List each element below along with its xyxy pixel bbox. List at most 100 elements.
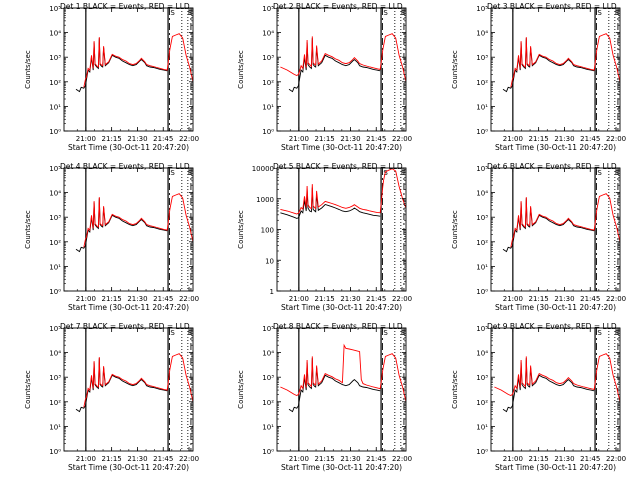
y-axis-label: Counts/sec [451, 50, 459, 89]
x-tick-label: 21:30 [127, 135, 147, 143]
end-marker: E [401, 329, 405, 337]
chart-panel-2: S E 10⁰ 10¹ 10² 10³ 10⁴ 10⁵ 21:00 21:15 21:30 21:45… [237, 2, 412, 152]
x-axis-label: Start Time (30-Oct-11 20:47:20) [495, 143, 616, 152]
chart-panel-9: S E 10⁰ 10¹ 10² 10³ 10⁴ 10⁵ 21:00 21:15 21:30 21:45… [451, 322, 626, 472]
y-tick-label: 10⁴ [262, 350, 274, 358]
end-marker: E [188, 9, 192, 17]
series-line-events [288, 38, 381, 93]
x-tick-label: 21:45 [366, 455, 386, 463]
x-axis-label: Start Time (30-Oct-11 20:47:20) [495, 303, 616, 312]
y-tick-label: 10¹ [262, 103, 274, 111]
chart-title: Det 1 BLACK = Events, RED = LLD [60, 2, 190, 11]
chart-title: Det 2 BLACK = Events, RED = LLD [273, 2, 403, 11]
y-tick-label: 10⁵ [49, 5, 61, 13]
y-tick-label: 10⁰ [49, 448, 61, 456]
x-tick-label: 21:00 [503, 455, 523, 463]
y-tick-label: 10² [49, 79, 61, 87]
end-marker: E [615, 329, 619, 337]
x-tick-label: 21:15 [102, 295, 122, 303]
y-tick-label: 10⁴ [476, 30, 488, 38]
series-line-events [280, 187, 381, 219]
y-tick-label: 10⁰ [262, 128, 274, 136]
chart-title: Det 6 BLACK = Events, RED = LLD [487, 162, 617, 171]
x-tick-label: 21:45 [153, 295, 173, 303]
x-tick-label: 21:15 [529, 295, 549, 303]
y-tick-label: 10⁵ [49, 165, 61, 173]
x-tick-label: 21:15 [315, 135, 335, 143]
y-tick-label: 10⁵ [49, 325, 61, 333]
x-tick-label: 21:30 [554, 455, 574, 463]
start-marker: S [383, 329, 388, 337]
y-axis-label: Counts/sec [451, 370, 459, 409]
y-tick-label: 10⁰ [49, 128, 61, 136]
series-line-lld [83, 353, 193, 408]
plot-frame [63, 167, 194, 292]
y-tick-label: 10 [265, 257, 274, 265]
x-axis-label: Start Time (30-Oct-11 20:47:20) [68, 303, 189, 312]
y-tick-label: 10² [262, 79, 274, 87]
y-tick-label: 10⁰ [476, 448, 488, 456]
x-tick-label: 21:00 [503, 295, 523, 303]
series-line-lld [280, 33, 406, 82]
chart-title: Det 5 BLACK = Events, RED = LLD [273, 162, 403, 171]
y-tick-label: 10¹ [262, 423, 274, 431]
x-tick-label: 21:00 [503, 135, 523, 143]
series-line-lld [280, 168, 406, 215]
y-tick-label: 10⁴ [49, 30, 61, 38]
y-tick-label: 10² [476, 399, 488, 407]
end-marker: E [615, 169, 619, 177]
y-tick-label: 10¹ [476, 103, 488, 111]
y-tick-label: 10³ [49, 214, 61, 222]
plot-frame [276, 327, 407, 452]
x-tick-label: 22:00 [179, 135, 199, 143]
x-axis-label: Start Time (30-Oct-11 20:47:20) [68, 463, 189, 472]
plot-frame [63, 7, 194, 132]
x-tick-label: 21:15 [315, 455, 335, 463]
series-line-events [75, 198, 168, 253]
x-tick-label: 21:00 [76, 135, 96, 143]
x-axis-label: Start Time (30-Oct-11 20:47:20) [68, 143, 189, 152]
y-tick-label: 10³ [49, 54, 61, 62]
x-tick-label: 21:00 [289, 455, 309, 463]
series-line-events [75, 358, 168, 413]
start-marker: S [597, 169, 602, 177]
y-tick-label: 10⁴ [49, 350, 61, 358]
y-tick-label: 10² [49, 399, 61, 407]
plot-frame [490, 167, 621, 292]
chart-title: Det 8 BLACK = Events, RED = LLD [273, 322, 403, 331]
series-line-events [502, 198, 595, 253]
x-tick-label: 21:15 [102, 135, 122, 143]
chart-title: Det 3 BLACK = Events, RED = LLD [487, 2, 617, 11]
start-marker: S [383, 169, 388, 177]
chart-panel-3: S E 10⁰ 10¹ 10² 10³ 10⁴ 10⁵ 21:00 21:15 21:30 21:45… [451, 2, 626, 152]
y-tick-label: 10¹ [49, 263, 61, 271]
x-tick-label: 21:30 [127, 295, 147, 303]
y-tick-label: 10² [476, 79, 488, 87]
y-tick-label: 10⁵ [262, 5, 274, 13]
y-tick-label: 10³ [476, 214, 488, 222]
y-tick-label: 1000 [256, 196, 274, 204]
series-line-events [502, 358, 595, 413]
series-line-lld [280, 343, 406, 402]
x-tick-label: 22:00 [179, 455, 199, 463]
y-axis-label: Counts/sec [451, 210, 459, 249]
start-marker: S [597, 329, 602, 337]
x-tick-label: 21:00 [289, 135, 309, 143]
y-tick-label: 10⁴ [262, 30, 274, 38]
x-tick-label: 21:00 [289, 295, 309, 303]
x-tick-label: 21:45 [580, 455, 600, 463]
x-tick-label: 21:15 [315, 295, 335, 303]
y-tick-label: 10³ [49, 374, 61, 382]
start-marker: S [170, 169, 175, 177]
y-tick-label: 10⁴ [476, 350, 488, 358]
y-tick-label: 1 [270, 288, 274, 296]
series-line-events [75, 38, 168, 93]
y-tick-label: 10¹ [476, 263, 488, 271]
x-tick-label: 21:00 [76, 455, 96, 463]
y-axis-label: Counts/sec [24, 210, 32, 249]
y-tick-label: 10³ [262, 374, 274, 382]
x-tick-label: 22:00 [606, 455, 626, 463]
x-tick-label: 21:15 [529, 455, 549, 463]
series-line-lld [494, 353, 620, 402]
y-tick-label: 10000 [252, 165, 274, 173]
